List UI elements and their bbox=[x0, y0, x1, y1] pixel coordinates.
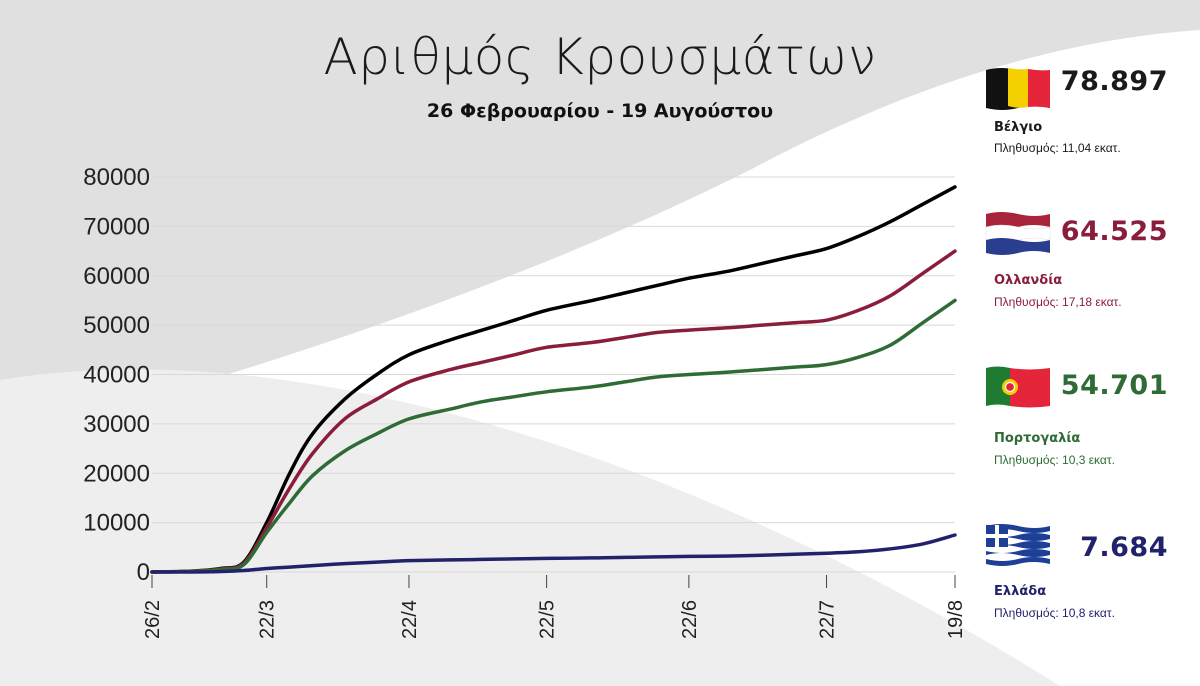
chart-title: Αριθμός Κρουσμάτων bbox=[323, 28, 877, 86]
flag-blue bbox=[986, 238, 1050, 255]
x-tick-label: 22/4 bbox=[399, 600, 421, 639]
x-tick-label: 22/5 bbox=[537, 600, 559, 639]
portugal-value: 54.701 bbox=[1060, 370, 1168, 401]
portugal-name: Πορτογαλία bbox=[994, 431, 1081, 446]
netherlands-flag-icon bbox=[985, 212, 1051, 255]
netherlands-value: 64.525 bbox=[1060, 216, 1168, 247]
series-line bbox=[150, 533, 957, 574]
flag-yellow bbox=[1008, 68, 1028, 108]
background-gray-band bbox=[0, 0, 1200, 440]
y-tick-label: 30000 bbox=[83, 411, 150, 438]
portugal-population: Πληθυσμός: 10,3 εκατ. bbox=[994, 453, 1115, 467]
greece-name: Ελλάδα bbox=[994, 584, 1047, 599]
x-tick-label: 22/6 bbox=[679, 600, 701, 639]
y-tick-label: 20000 bbox=[83, 460, 150, 487]
chart-subtitle: 26 Φεβρουαρίου - 19 Αυγούστου bbox=[426, 100, 774, 122]
series-lines bbox=[150, 185, 957, 574]
series-line bbox=[150, 298, 957, 574]
y-tick-label: 60000 bbox=[83, 263, 150, 290]
x-tick-label: 26/2 bbox=[142, 600, 164, 639]
x-axis-ticks: 26/2 22/3 22/4 22/5 22/6 22/7 19/8 bbox=[142, 575, 967, 639]
flag-stripe bbox=[986, 553, 1050, 561]
netherlands-population: Πληθυσμός: 17,18 εκατ. bbox=[994, 295, 1122, 309]
x-tick-label: 22/3 bbox=[257, 600, 279, 639]
y-tick-label: 10000 bbox=[83, 510, 150, 537]
greece-population: Πληθυσμός: 10,8 εκατ. bbox=[994, 606, 1115, 620]
background-light-band bbox=[0, 369, 1060, 686]
x-tick-label: 22/7 bbox=[817, 600, 839, 639]
belgium-population: Πληθυσμός: 11,04 εκατ. bbox=[994, 141, 1121, 155]
y-tick-label: 40000 bbox=[83, 362, 150, 389]
x-tick-label: 19/8 bbox=[945, 600, 967, 639]
y-tick-label: 0 bbox=[137, 559, 150, 586]
greece-value: 7.684 bbox=[1080, 532, 1168, 563]
flag-red bbox=[1028, 69, 1050, 108]
y-axis-ticks: 0 10000 20000 30000 40000 50000 60000 70000 8000… bbox=[83, 164, 150, 586]
flag-red bbox=[1010, 368, 1050, 408]
belgium-flag-icon bbox=[986, 68, 1050, 110]
series-line bbox=[150, 249, 957, 574]
series-line bbox=[150, 185, 957, 574]
y-tick-label: 70000 bbox=[83, 213, 150, 240]
y-tick-label: 80000 bbox=[83, 164, 150, 191]
flag-cross-h bbox=[986, 534, 1008, 538]
gridlines bbox=[152, 176, 955, 573]
greece-flag-icon bbox=[986, 524, 1050, 566]
belgium-name: Βέλγιο bbox=[994, 120, 1043, 135]
belgium-value: 78.897 bbox=[1060, 66, 1168, 97]
flag-red bbox=[986, 212, 1050, 229]
flag-shield bbox=[1004, 381, 1016, 393]
portugal-flag-icon bbox=[986, 366, 1050, 408]
netherlands-name: Ολλανδία bbox=[994, 273, 1063, 288]
flag-green bbox=[986, 366, 1010, 406]
y-tick-label: 50000 bbox=[83, 312, 150, 339]
